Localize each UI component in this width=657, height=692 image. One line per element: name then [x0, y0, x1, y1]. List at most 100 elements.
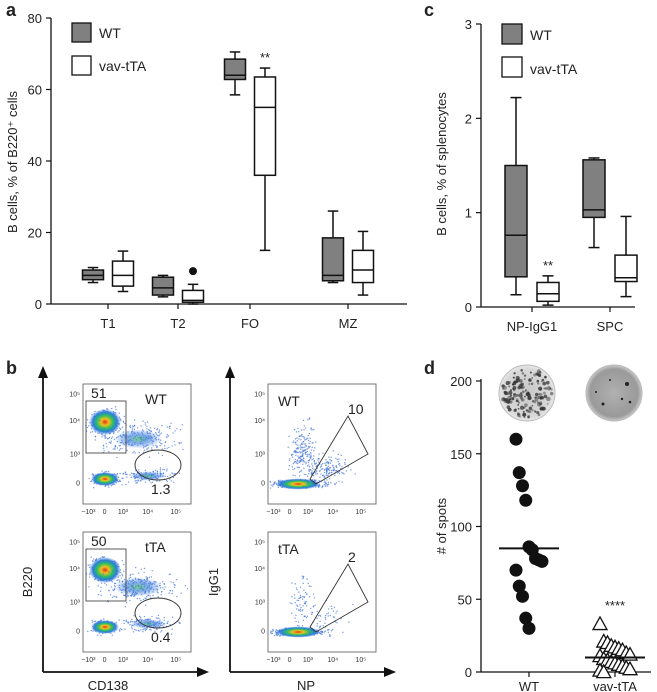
flow-density-core — [275, 626, 321, 638]
flow-event-dot — [344, 461, 346, 464]
elispot-spot — [508, 385, 511, 388]
flow-event-dot — [303, 425, 306, 427]
flow-event-dot — [296, 440, 299, 442]
flow-event-dot — [299, 604, 301, 606]
flow-plot-label: WT — [278, 393, 300, 409]
flow-event-dot — [293, 461, 296, 464]
flow-event-dot — [124, 628, 126, 630]
flow-event-dot — [318, 627, 321, 629]
flow-event-dot — [298, 625, 300, 627]
flow-event-dot — [291, 612, 293, 614]
flow-event-dot — [300, 443, 303, 445]
elispot-spot — [534, 410, 537, 413]
flow-event-dot — [170, 480, 172, 482]
flow-x-tick: 10⁴ — [327, 657, 338, 664]
elispot-spot — [550, 391, 554, 396]
flow-event-dot — [288, 458, 291, 460]
flow-event-dot — [327, 631, 330, 634]
flow-event-dot — [305, 600, 307, 603]
flow-event-dot — [309, 440, 311, 443]
flow-event-dot — [339, 472, 341, 475]
flow-event-dot — [119, 428, 122, 430]
flow-event-dot — [311, 458, 313, 461]
flow-event-dot — [310, 474, 312, 476]
panel-letter-d: d — [424, 358, 435, 378]
flow-event-dot — [303, 589, 305, 591]
elispot-well-vav-image — [585, 364, 643, 422]
flow-event-dot — [303, 473, 306, 476]
flow-event-dot — [302, 575, 305, 578]
flow-density-core — [91, 620, 119, 634]
flow-event-dot — [303, 436, 305, 438]
flow-event-dot — [298, 466, 301, 469]
flow-event-dot — [304, 602, 306, 605]
flow-event-dot — [301, 463, 304, 465]
flow-event-dot — [169, 425, 171, 427]
flow-event-dot — [324, 616, 326, 619]
flow-event-dot — [332, 466, 335, 469]
flow-event-dot — [299, 460, 301, 462]
flow-event-dot — [337, 453, 340, 456]
elispot-spot — [545, 380, 550, 385]
flow-event-dot — [136, 481, 138, 484]
elispot-spot — [505, 381, 510, 386]
flow-event-dot — [301, 459, 304, 461]
elispot-spot — [501, 384, 505, 388]
elispot-spot — [538, 371, 542, 374]
flow-event-dot — [131, 628, 133, 630]
flow-event-dot — [327, 465, 330, 467]
data-point-wt — [519, 493, 533, 507]
flow-density-core — [275, 478, 321, 490]
flow-density-core — [91, 472, 119, 486]
flow-event-dot — [316, 623, 318, 625]
box-vav — [181, 289, 205, 303]
elispot-spot — [508, 390, 513, 395]
flow-event-dot — [298, 431, 300, 433]
flow-event-dot — [120, 577, 123, 579]
flow-event-dot — [150, 447, 153, 449]
flow-event-dot — [299, 594, 302, 597]
flow-event-dot — [111, 596, 114, 599]
flow-event-dot — [294, 458, 296, 461]
box-wt — [582, 159, 606, 219]
flow-event-dot — [106, 429, 109, 432]
flow-event-dot — [108, 441, 110, 444]
flow-event-dot — [108, 486, 110, 488]
flow-event-dot — [112, 570, 114, 572]
flow-event-dot — [311, 446, 313, 449]
flow-event-dot — [160, 593, 162, 596]
flow-event-dot — [145, 597, 147, 600]
legend-swatch-wt — [71, 22, 92, 43]
flow-event-dot — [323, 476, 325, 479]
flow-event-dot — [160, 442, 162, 445]
flow-event-dot — [296, 459, 299, 462]
flow-event-dot — [302, 577, 304, 580]
flow-event-dot — [320, 468, 323, 470]
flow-event-dot — [302, 609, 304, 611]
flow-event-dot — [304, 453, 307, 455]
flow-event-dot — [98, 419, 101, 422]
flow-event-dot — [317, 459, 319, 461]
flow-plot: 10⁵ 10⁴ 10³ 0 −10³ 0 10³ 10⁴ 10⁵ 50 0.4 tTA — [69, 531, 192, 664]
gate-value-b220: 50 — [91, 533, 107, 549]
flow-event-dot — [327, 485, 329, 487]
flow-event-dot — [138, 572, 140, 574]
flow-event-dot — [314, 484, 317, 486]
flow-event-dot — [294, 475, 296, 477]
flow-event-dot — [123, 570, 125, 573]
flow-event-dot — [296, 599, 298, 602]
flow-event-dot — [126, 476, 128, 478]
flow-event-dot — [297, 451, 299, 454]
elispot-spot — [527, 416, 530, 419]
flow-event-dot — [299, 452, 302, 454]
box-wt — [504, 164, 528, 278]
flow-event-dot — [313, 462, 315, 464]
flow-event-dot — [146, 448, 148, 451]
gate-plasma-ellipse — [134, 597, 182, 629]
flow-event-dot — [110, 485, 113, 487]
flow-event-dot — [344, 459, 347, 461]
flow-event-dot — [132, 573, 134, 576]
flow-event-dot — [129, 574, 131, 577]
flow-event-dot — [114, 422, 116, 425]
flow-event-dot — [111, 430, 114, 432]
